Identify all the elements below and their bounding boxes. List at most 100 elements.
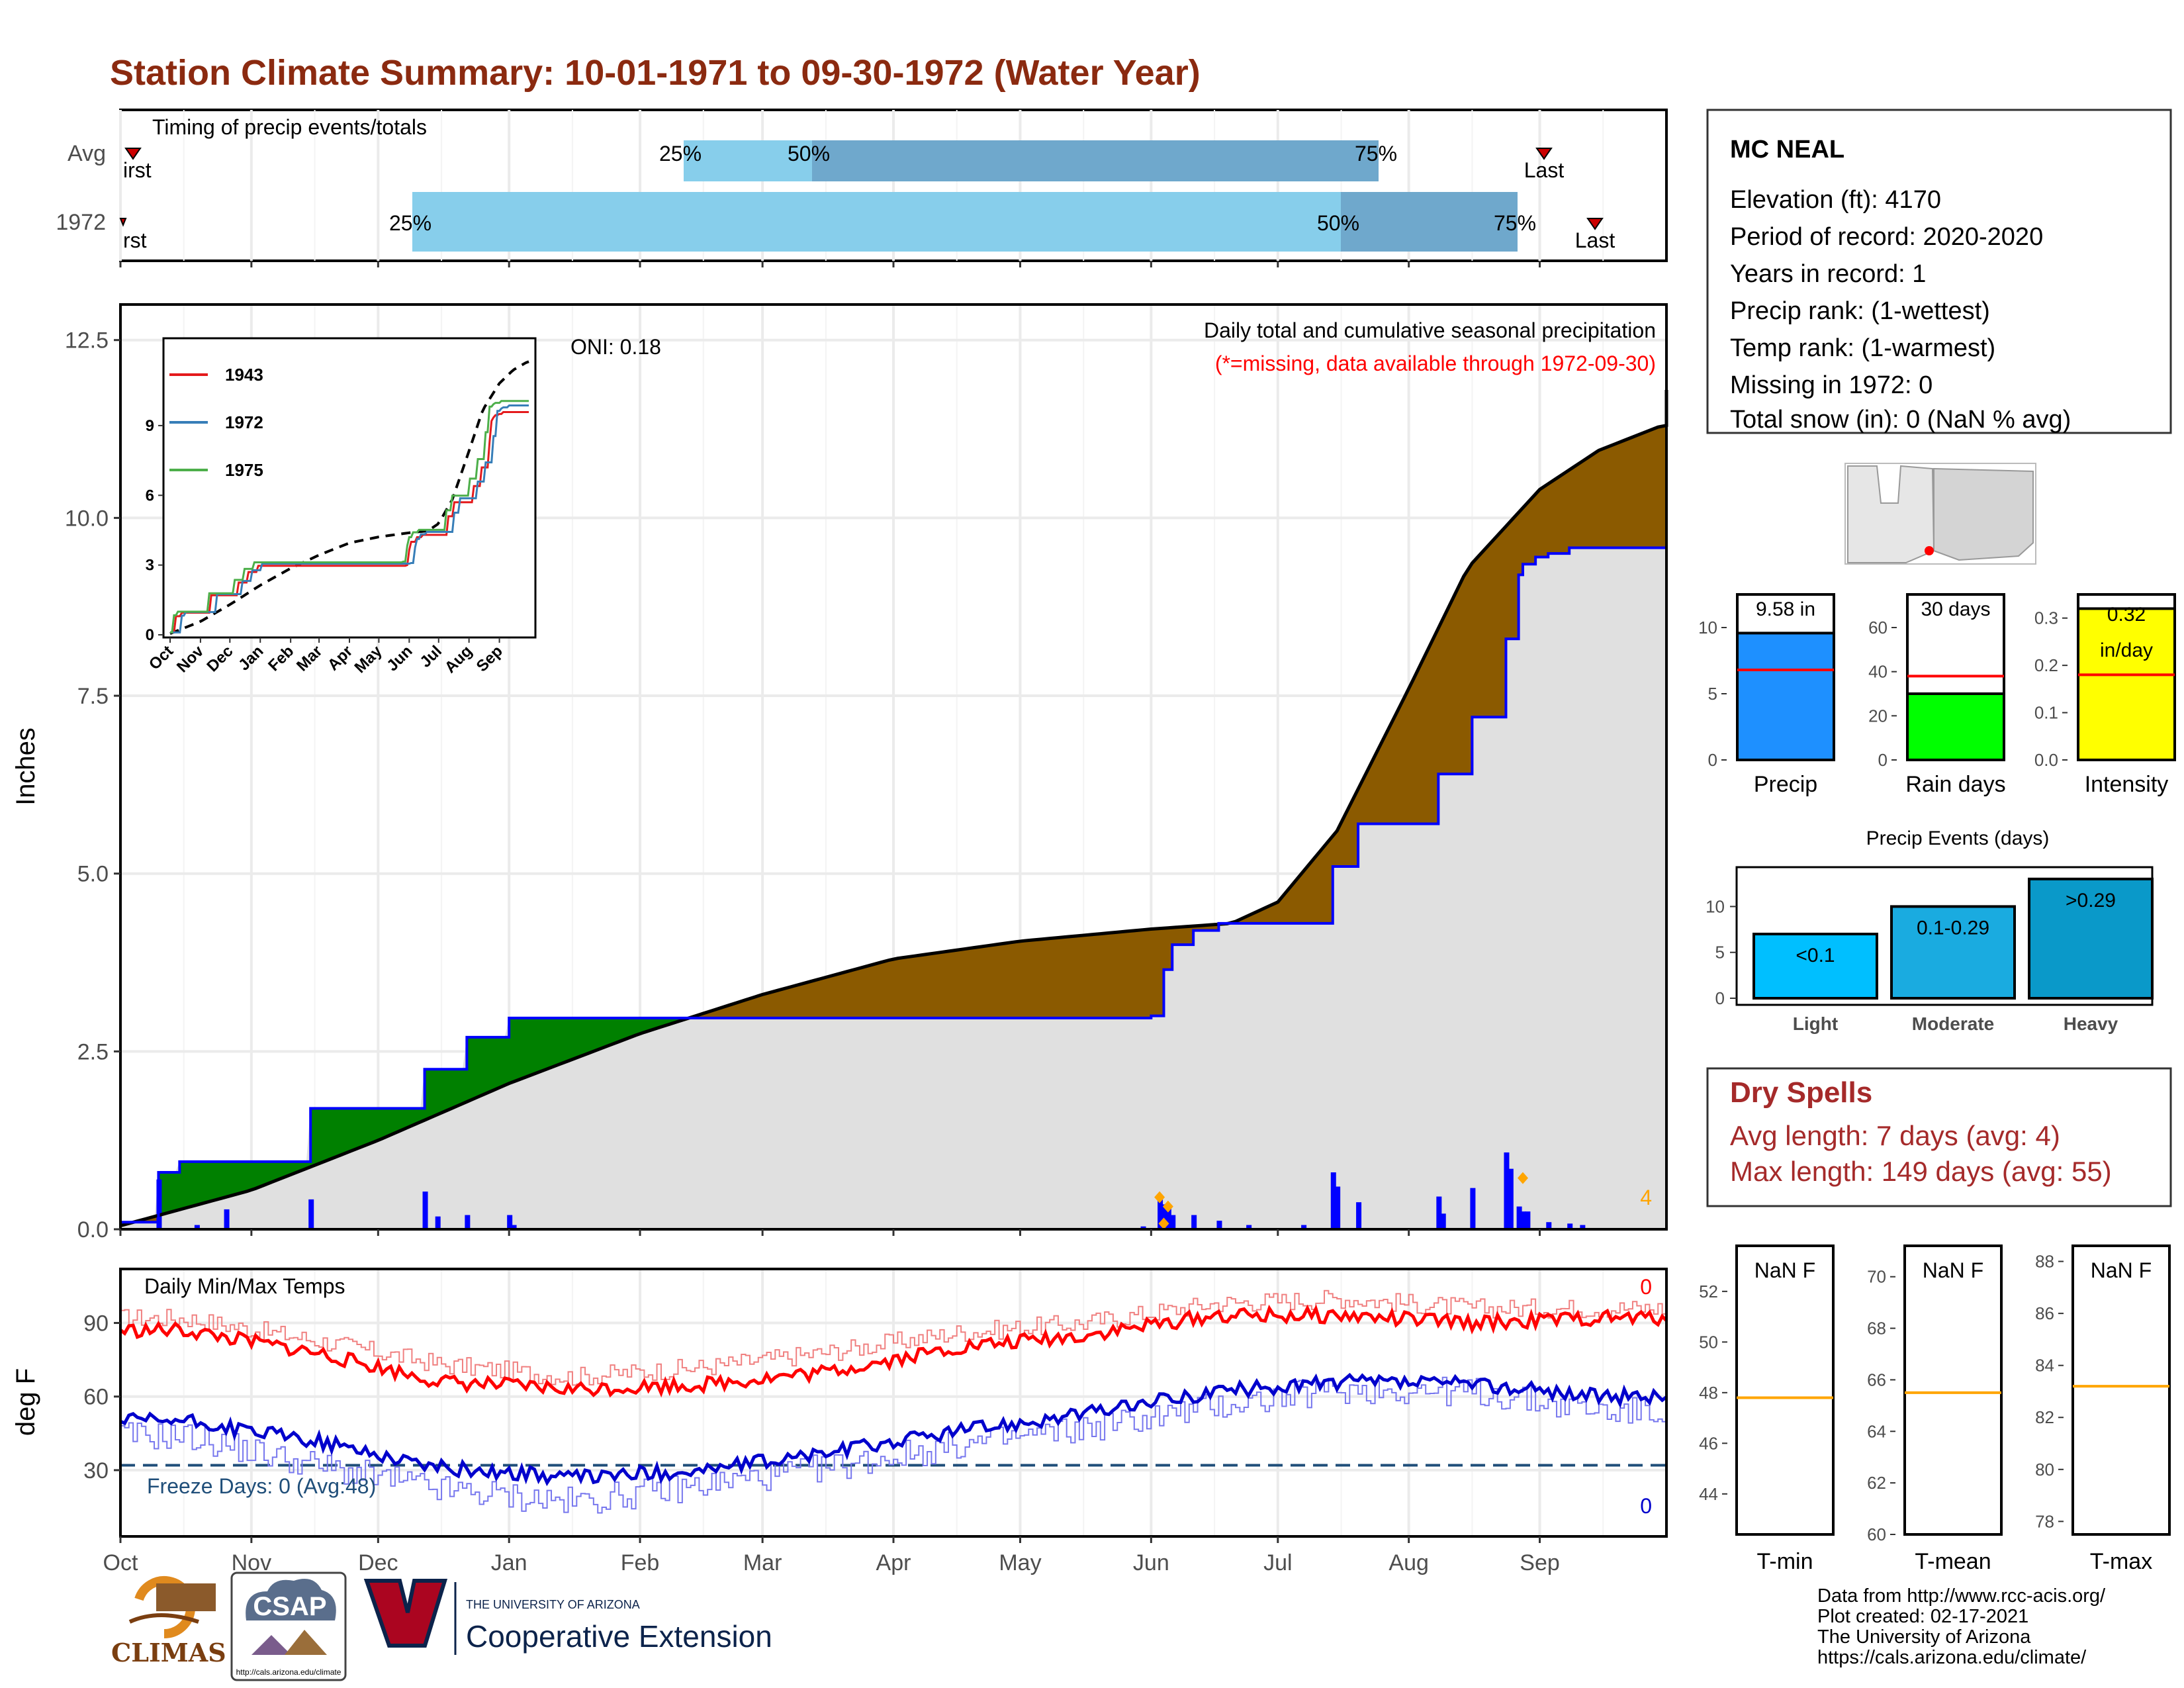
inset-legend-label: 1943 [225, 365, 263, 385]
events-bar-label: <0.1 [1796, 945, 1835, 966]
temp-y-tick: 90 [83, 1311, 109, 1336]
temp-box-value: NaN F [1754, 1258, 1815, 1282]
csap-url: http://cals.arizona.edu/climate [236, 1667, 341, 1677]
yr-last-marker [1586, 218, 1604, 230]
daily-precip-bar [1516, 1206, 1522, 1229]
intensity-unit-text: in/day [2100, 639, 2153, 661]
station-name: MC NEAL [1730, 136, 1844, 164]
temp-box-tick: 50 [1699, 1332, 1718, 1352]
temp-box-value: NaN F [2091, 1258, 2152, 1282]
temp-box-tick: 64 [1867, 1421, 1886, 1441]
daily-precip-bar [1335, 1186, 1341, 1229]
daily-precip-bar [1246, 1225, 1252, 1229]
precip-bar [1736, 632, 1835, 762]
precip-tick: 0 [1708, 750, 1717, 770]
station-info-box: MC NEAL Elevation (ft): 4170 Period of r… [1706, 109, 2172, 434]
daily-precip-bar [308, 1199, 314, 1229]
precip-events-title: Precip Events (days) [1866, 827, 2050, 849]
temp-box-label: T-max [2090, 1549, 2152, 1574]
yr-25-50-bar [412, 192, 1341, 252]
precip-y-tick: 5.0 [77, 862, 109, 887]
temp-box-tick: 48 [1699, 1383, 1718, 1403]
station-line-7: Total snow (in): 0 (NaN % avg) [1730, 406, 2071, 434]
month-axis: Oct Nov Dec Jan Feb Mar Apr May Jun Jul Aug Sep [103, 261, 1560, 1575]
inset-average-line [169, 360, 529, 635]
yr-row-label: 1972 [56, 210, 106, 235]
intensity-tick: 0.3 [2034, 608, 2058, 628]
tmin-1972-line [119, 1372, 1668, 1487]
avg-p25: 25% [659, 142, 702, 165]
figure-title: Station Climate Summary: 10-01-1971 to 0… [110, 53, 1201, 93]
events-bar-label: >0.29 [2066, 890, 2116, 912]
csap-logo: CSAP http://cals.arizona.edu/climate [230, 1571, 347, 1681]
observed-cumulative-line [120, 546, 1666, 1224]
daily-precip-bar [224, 1209, 230, 1229]
daily-precip-bar [1301, 1225, 1307, 1229]
intensity-value-text: 0.32 [2107, 604, 2146, 626]
tmin-average-line [120, 1376, 1667, 1514]
missing-marker [1158, 1217, 1169, 1230]
rain_days-label: Rain days [1905, 772, 2005, 797]
daily-precip-bar [465, 1215, 471, 1229]
tmax-missing: 0 [1640, 1275, 1652, 1299]
tmax-average-line [120, 1289, 1667, 1386]
daily-precip-bar [194, 1225, 200, 1229]
daily-precip-bar [1520, 1211, 1526, 1229]
temp-box-tick: 84 [2035, 1356, 2054, 1376]
daily-precip-bar [435, 1216, 441, 1229]
temp-box-tick: 44 [1699, 1484, 1718, 1504]
daily-precip-bar [1158, 1199, 1163, 1229]
missing-count: 4 [1640, 1186, 1652, 1209]
daily-precip-bar [1356, 1202, 1362, 1229]
temp-box-tick: 78 [2035, 1511, 2054, 1531]
rain_days-tick: 60 [1868, 618, 1888, 637]
avg-25-50-bar [684, 140, 812, 181]
inset-y-tick: 0 [146, 626, 154, 644]
yr-first-marker [119, 218, 127, 227]
missing-marker [1517, 1172, 1528, 1184]
month-tick-label: Jun [1133, 1550, 1169, 1575]
events-tick: 0 [1715, 988, 1725, 1008]
temp-box-tick: 70 [1867, 1267, 1886, 1287]
daily-precip-bar [1470, 1188, 1476, 1229]
missing-marker [1154, 1191, 1165, 1203]
precip-y-tick: 0.0 [77, 1217, 109, 1243]
temp-box-label: T-mean [1915, 1549, 1991, 1574]
oni-value: ONI: 0.18 [570, 335, 661, 359]
inset-series-line [170, 400, 529, 633]
yr-p25: 25% [389, 211, 432, 235]
temp-box-value: NaN F [1923, 1258, 1983, 1282]
temp-box-tick: 80 [2035, 1460, 2054, 1479]
month-tick-label: Dec [358, 1550, 398, 1575]
temp-box-label: T-min [1757, 1549, 1813, 1574]
inset-legend-label: 1972 [225, 412, 263, 432]
month-tick-label: Jul [1263, 1550, 1292, 1575]
station-line-1: Elevation (ft): 4170 [1730, 186, 1941, 214]
tmin-missing: 0 [1640, 1494, 1652, 1518]
events-bar-label: 0.1-0.29 [1917, 917, 1989, 939]
events-tick: 10 [1706, 896, 1725, 916]
daily-precip-bar [511, 1225, 517, 1229]
yr-first-label: rst [123, 228, 147, 252]
avg-first-label: irst [123, 158, 152, 182]
station-line-5: Temp rank: (1-warmest) [1730, 334, 1995, 362]
month-tick-label: May [999, 1550, 1041, 1575]
csap-text: CSAP [253, 1592, 326, 1621]
daily-precip-bar [1165, 1207, 1171, 1229]
intensity-tick: 0.0 [2034, 750, 2058, 770]
station-line-4: Precip rank: (1-wettest) [1730, 297, 1990, 325]
missing-markers [1154, 1172, 1528, 1230]
daily-precip-bar [1508, 1168, 1514, 1229]
precip-label: Precip [1754, 772, 1817, 797]
events-bar-heavy [2028, 877, 2154, 1000]
daily-precip-bar [1216, 1221, 1222, 1229]
precip-tick: 5 [1708, 684, 1717, 704]
dry-spells-box: Dry Spells Avg length: 7 days (avg: 4) M… [1706, 1067, 2172, 1207]
temp-y-title: deg F [11, 1368, 40, 1436]
precip-y-tick: 7.5 [77, 684, 109, 709]
events-tick: 5 [1715, 943, 1725, 962]
dry-spells-avg: Avg length: 7 days (avg: 4) [1730, 1120, 2060, 1151]
avg-last-marker [1535, 148, 1553, 160]
avg-last-label: Last [1524, 158, 1565, 182]
ua-line-1: THE UNIVERSITY OF ARIZONA [466, 1598, 640, 1611]
